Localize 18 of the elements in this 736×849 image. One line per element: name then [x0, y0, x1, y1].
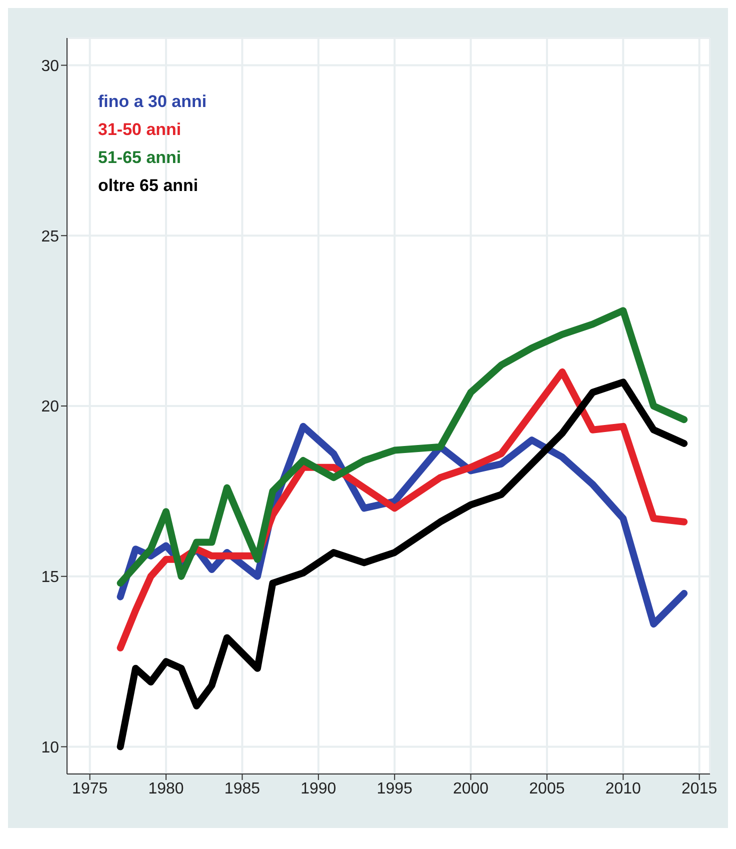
x-tick-label: 2005: [529, 780, 565, 798]
x-tick-label: 1995: [376, 780, 412, 798]
y-tick-label: 25: [41, 228, 60, 246]
text: 51-65 anni: [98, 147, 182, 169]
x-tick-label: 1975: [72, 780, 108, 798]
text: 31-50 anni: [98, 119, 182, 141]
x-tick-label: 2000: [452, 780, 489, 798]
y-tick-label: 20: [41, 398, 60, 416]
y-tick-label: 15: [41, 569, 60, 586]
x-tick-label: 2015: [682, 780, 718, 798]
text: fino a 30 anni: [98, 91, 207, 113]
x-tick-label: 2010: [605, 780, 642, 798]
text: oltre 65 anni: [98, 175, 200, 197]
x-tick-label: 1985: [224, 780, 260, 798]
x-tick-label: 1990: [300, 780, 336, 798]
x-tick-label: 1980: [148, 780, 184, 798]
y-tick-label: 30: [41, 58, 60, 75]
y-tick-label: 10: [41, 739, 60, 756]
